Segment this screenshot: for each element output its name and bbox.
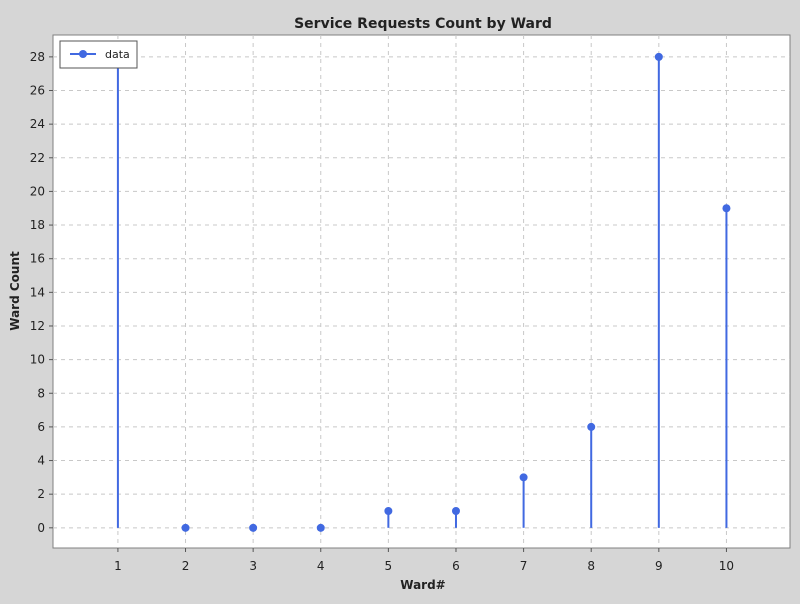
y-tick-label: 18 bbox=[30, 218, 45, 232]
x-tick-label: 10 bbox=[719, 559, 734, 573]
y-tick-label: 14 bbox=[30, 285, 45, 299]
y-tick-label: 2 bbox=[37, 487, 45, 501]
y-axis-label: Ward Count bbox=[8, 251, 22, 331]
data-point-marker bbox=[587, 422, 596, 431]
legend-marker-swatch bbox=[79, 50, 87, 58]
y-tick-label: 16 bbox=[30, 252, 45, 266]
x-tick-label: 9 bbox=[655, 559, 663, 573]
plot-area bbox=[52, 34, 791, 549]
data-point-marker bbox=[519, 473, 528, 482]
x-tick-label: 8 bbox=[587, 559, 595, 573]
legend: data bbox=[59, 40, 138, 69]
y-tick-label: 0 bbox=[37, 521, 45, 535]
y-tick-label: 6 bbox=[37, 420, 45, 434]
data-point-marker bbox=[722, 204, 731, 213]
y-tick-label: 4 bbox=[37, 454, 45, 468]
data-point-marker bbox=[316, 523, 325, 532]
data-marks bbox=[113, 52, 731, 532]
x-tick-label: 6 bbox=[452, 559, 460, 573]
y-tick-label: 10 bbox=[30, 353, 45, 367]
y-tick-label: 12 bbox=[30, 319, 45, 333]
x-tick-label: 2 bbox=[182, 559, 190, 573]
y-tick-label: 28 bbox=[30, 50, 45, 64]
data-point-marker bbox=[654, 52, 663, 61]
chart-title: Service Requests Count by Ward bbox=[294, 16, 552, 32]
x-tick-label: 4 bbox=[317, 559, 325, 573]
y-tick-label: 24 bbox=[30, 117, 45, 131]
y-tick-label: 26 bbox=[30, 84, 45, 98]
x-axis-label: Ward# bbox=[400, 578, 445, 592]
data-point-marker bbox=[451, 506, 460, 515]
data-point-marker bbox=[181, 523, 190, 532]
x-tick-label: 5 bbox=[385, 559, 393, 573]
data-point-marker bbox=[249, 523, 258, 532]
y-tick-label: 20 bbox=[30, 184, 45, 198]
y-tick-label: 22 bbox=[30, 151, 45, 165]
x-tick-label: 7 bbox=[520, 559, 528, 573]
data-point-marker bbox=[384, 506, 393, 515]
x-tick-label: 3 bbox=[249, 559, 257, 573]
x-tick-label: 1 bbox=[114, 559, 122, 573]
legend-label: data bbox=[105, 48, 130, 61]
y-tick-label: 8 bbox=[37, 386, 45, 400]
